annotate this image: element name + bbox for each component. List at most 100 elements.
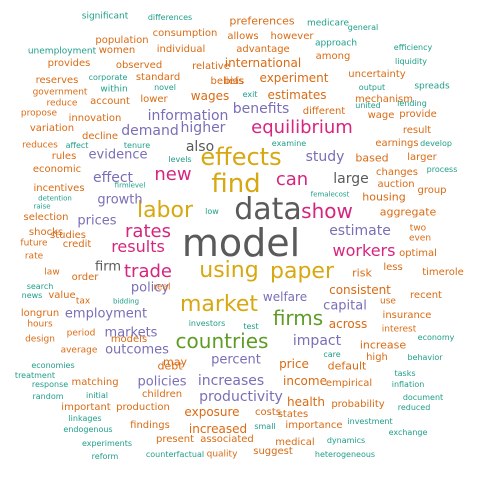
word-different: different <box>302 106 346 117</box>
word-economy: economy <box>417 333 455 342</box>
word-equilibrium: equilibrium <box>251 117 353 138</box>
word-study: study <box>305 149 345 165</box>
word-order: order <box>71 272 99 283</box>
word-earnings: earnings <box>375 138 419 149</box>
word-new: new <box>154 164 192 185</box>
word-credit: credit <box>62 239 92 250</box>
word-news: news <box>21 291 43 300</box>
word-probability: probability <box>331 399 385 410</box>
word-medical: medical <box>275 437 315 448</box>
word-increases: increases <box>197 373 265 389</box>
word-associated: associated <box>200 434 254 445</box>
word-care: care <box>323 350 341 359</box>
word-paper: paper <box>270 259 334 284</box>
word-document: document <box>402 393 444 402</box>
word-examine: examine <box>271 139 307 148</box>
word-studies: studies <box>50 230 86 241</box>
word-percent: percent <box>211 352 261 368</box>
word-firm: firm <box>95 259 121 275</box>
word-treatment: treatment <box>14 371 56 380</box>
word-can: can <box>275 169 309 190</box>
word-increase: increase <box>359 338 407 352</box>
word-changes: changes <box>375 167 419 178</box>
word-larger: larger <box>407 152 437 163</box>
word-effects: effects <box>200 143 282 171</box>
word-capital: capital <box>323 298 367 314</box>
word-process: process <box>426 165 458 174</box>
word-countries: countries <box>175 329 269 353</box>
word-rates: rates <box>125 221 171 242</box>
word-growth: growth <box>97 192 143 208</box>
word-large: large <box>333 171 369 187</box>
word-matching: matching <box>71 377 119 388</box>
word-investors: investors <box>188 319 226 328</box>
word-economies: economies <box>31 361 75 370</box>
word-recent: recent <box>410 290 442 301</box>
word-consumption: consumption <box>152 28 218 39</box>
word-selection: selection <box>23 212 69 223</box>
word-costs: costs <box>255 407 281 418</box>
word-unemployment: unemployment <box>27 46 97 57</box>
word-estimates: estimates <box>267 88 327 102</box>
word-real: real <box>153 282 171 293</box>
word-longrun: longrun <box>20 308 60 319</box>
word-important: important <box>61 402 111 413</box>
word-two: two <box>409 223 427 234</box>
word-employment: employment <box>64 306 148 322</box>
word-relative: relative <box>192 61 230 72</box>
word-bias: bias <box>223 76 245 87</box>
word-efficiency: efficiency <box>393 43 433 52</box>
word-hours: hours <box>27 319 53 330</box>
word-shocks: shocks <box>28 227 64 238</box>
word-lending: lending <box>397 99 427 108</box>
word-government: government <box>32 87 88 98</box>
word-incentives: incentives <box>33 183 85 194</box>
word-test: test <box>243 322 259 331</box>
word-behavior: behavior <box>407 353 443 362</box>
word-risk: risk <box>352 266 372 280</box>
word-spreads: spreads <box>414 81 450 92</box>
word-heterogeneous: heterogeneous <box>314 450 376 459</box>
word-dynamics: dynamics <box>326 436 366 445</box>
word-consistent: consistent <box>329 283 391 297</box>
word-allows: allows <box>227 31 259 42</box>
word-interest: interest <box>381 324 417 335</box>
word-within: within <box>100 84 128 95</box>
word-reduce: reduce <box>46 98 78 109</box>
word-femalecost: femalecost <box>310 190 350 199</box>
word-evidence: evidence <box>88 147 148 163</box>
word-law: law <box>44 267 60 278</box>
word-quality: quality <box>206 449 238 460</box>
word-health: health <box>287 395 325 409</box>
word-models: models <box>110 334 148 345</box>
word-suggest: suggest <box>253 446 293 457</box>
word-rate: rate <box>24 251 44 262</box>
word-income: income <box>283 374 327 388</box>
word-housing: housing <box>362 190 406 204</box>
word-tax: tax <box>75 296 91 307</box>
word-insurance: insurance <box>382 310 432 321</box>
word-approach: approach <box>314 38 358 49</box>
word-demand: demand <box>121 123 179 139</box>
word-small: small <box>254 422 276 431</box>
word-economic: economic <box>32 164 82 175</box>
word-however: however <box>270 31 314 42</box>
word-population: population <box>95 35 149 46</box>
word-initial: initial <box>86 391 108 400</box>
word-significant: significant <box>81 11 129 22</box>
word-reserves: reserves <box>35 75 79 86</box>
word-average: average <box>60 345 98 356</box>
word-default: default <box>327 359 367 373</box>
word-response: response <box>31 380 69 389</box>
word-market: market <box>179 292 259 317</box>
word-even: even <box>408 233 432 244</box>
word-reform: reform <box>91 452 119 461</box>
word-provides: provides <box>47 58 91 69</box>
word-search: search <box>26 282 54 291</box>
word-aggregate: aggregate <box>379 205 437 219</box>
word-group: group <box>417 185 447 196</box>
word-information: information <box>147 108 229 124</box>
word-uncertainty: uncertainty <box>348 69 406 80</box>
word-less: less <box>383 262 403 273</box>
word-outcomes: outcomes <box>105 342 169 358</box>
